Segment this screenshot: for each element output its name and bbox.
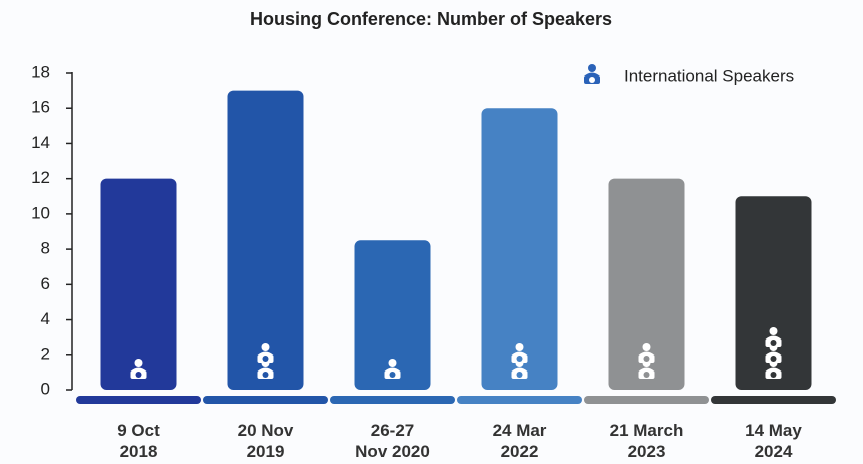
icon-globe <box>771 372 777 378</box>
y-tick-label: 0 <box>41 379 50 398</box>
y-tick-label: 6 <box>41 274 50 293</box>
y-tick-label: 16 <box>31 98 50 117</box>
icon-globe <box>263 372 269 378</box>
x-tick-label: 14 May 2024 <box>714 420 834 462</box>
chart-title: Housing Conference: Number of Speakers <box>250 9 612 29</box>
chart-root: Housing Conference: Number of Speakers 0… <box>0 0 863 464</box>
icon-globe <box>771 340 777 346</box>
icon-globe <box>771 356 777 362</box>
icon-globe <box>263 356 269 362</box>
bar <box>101 179 177 390</box>
icon-globe <box>390 372 396 378</box>
base-strip <box>457 396 582 404</box>
icon-head <box>516 343 524 351</box>
y-tick-label: 4 <box>41 309 50 328</box>
base-strip <box>76 396 201 404</box>
icon-globe <box>644 372 650 378</box>
x-tick-label: 20 Nov 2019 <box>206 420 326 462</box>
icon-head <box>770 327 778 335</box>
y-tick-label: 8 <box>41 239 50 258</box>
base-strip <box>330 396 455 404</box>
icon-head <box>135 359 143 367</box>
icon-head <box>262 343 270 351</box>
icon-head <box>588 64 596 72</box>
x-tick-label: 26-27 Nov 2020 <box>333 420 453 462</box>
y-tick-label: 14 <box>31 133 50 152</box>
icon-globe <box>136 372 142 378</box>
icon-globe <box>589 77 595 83</box>
base-strip <box>711 396 836 404</box>
icon-globe <box>644 356 650 362</box>
x-tick-label: 9 Oct 2018 <box>79 420 199 462</box>
icon-head <box>643 343 651 351</box>
icon-globe <box>517 372 523 378</box>
y-tick-label: 12 <box>31 168 50 187</box>
base-strip <box>203 396 328 404</box>
y-tick-label: 2 <box>41 344 50 363</box>
base-strip <box>584 396 709 404</box>
icon-head <box>389 359 397 367</box>
y-tick-label: 10 <box>31 203 50 222</box>
chart: Housing Conference: Number of Speakers 0… <box>0 0 863 464</box>
x-tick-label: 24 Mar 2022 <box>460 420 580 462</box>
x-tick-label: 21 March 2023 <box>587 420 707 462</box>
y-tick-label: 18 <box>31 62 50 81</box>
legend-label: International Speakers <box>624 66 794 85</box>
icon-globe <box>517 356 523 362</box>
